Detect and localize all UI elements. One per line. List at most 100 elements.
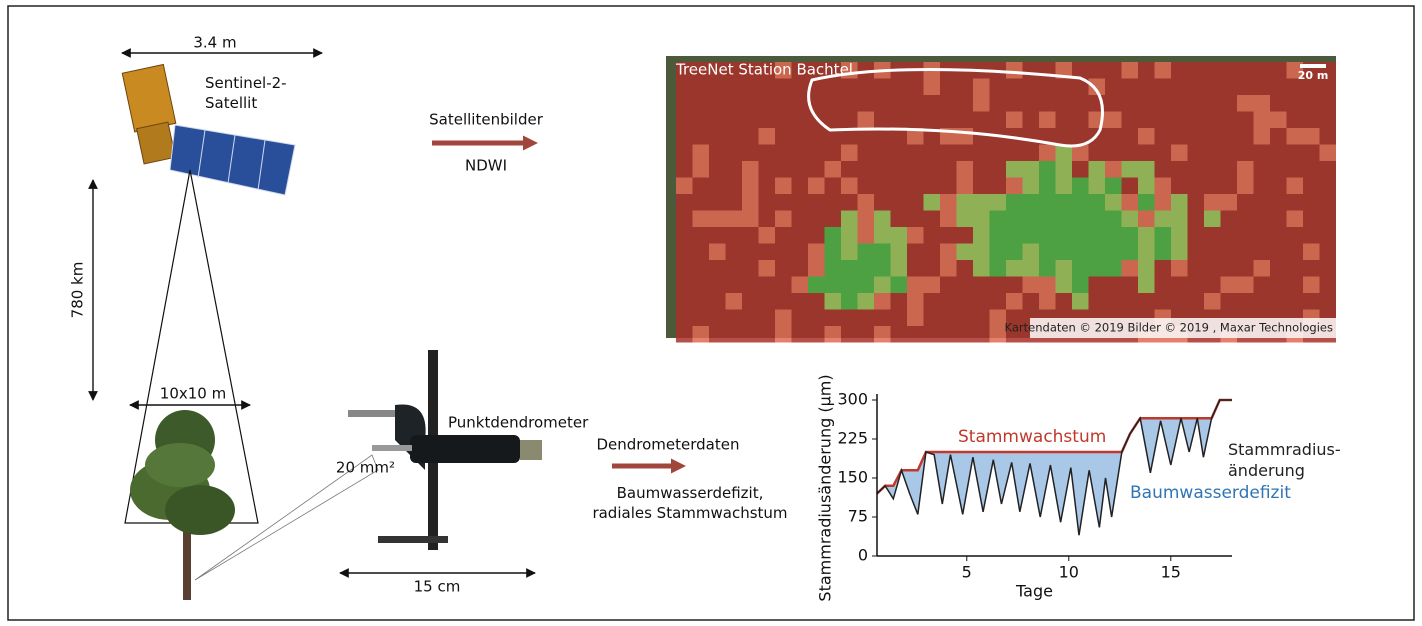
map-cell bbox=[1171, 177, 1188, 194]
map-cell bbox=[1286, 293, 1303, 310]
map-cell bbox=[725, 161, 742, 178]
map-cell bbox=[874, 260, 891, 277]
map-cell bbox=[824, 144, 841, 161]
map-cell bbox=[874, 293, 891, 310]
map-cell bbox=[1088, 227, 1105, 244]
map-cell bbox=[1303, 128, 1320, 145]
map-cell bbox=[725, 276, 742, 293]
map-cell bbox=[725, 210, 742, 227]
x-tick-label: 15 bbox=[1161, 563, 1181, 582]
map-cell bbox=[907, 161, 924, 178]
map-cell bbox=[841, 276, 858, 293]
map-cell bbox=[775, 62, 792, 79]
series-label: Stammwachstum bbox=[958, 427, 1106, 447]
map-cell bbox=[808, 177, 825, 194]
map-cell bbox=[1253, 144, 1270, 161]
map-cell bbox=[824, 243, 841, 260]
map-cell bbox=[989, 276, 1006, 293]
map-cell bbox=[841, 78, 858, 95]
map-cell bbox=[775, 111, 792, 128]
map-cell bbox=[1138, 293, 1155, 310]
map-cell bbox=[940, 78, 957, 95]
map-cell bbox=[923, 111, 940, 128]
map-cell bbox=[989, 161, 1006, 178]
ndwi-map bbox=[666, 56, 1336, 343]
map-cell bbox=[940, 210, 957, 227]
map-cell bbox=[1105, 194, 1122, 211]
map-cell bbox=[1006, 144, 1023, 161]
map-cell bbox=[989, 243, 1006, 260]
map-cell bbox=[1022, 194, 1039, 211]
map-cell bbox=[1138, 128, 1155, 145]
arrow-label: Dendrometerdaten bbox=[596, 436, 739, 454]
map-cell bbox=[841, 177, 858, 194]
map-cell bbox=[907, 210, 924, 227]
map-cell bbox=[989, 111, 1006, 128]
map-cell bbox=[775, 227, 792, 244]
map-cell bbox=[1039, 194, 1056, 211]
map-cell bbox=[775, 210, 792, 227]
map-cell bbox=[940, 276, 957, 293]
map-cell bbox=[1121, 78, 1138, 95]
map-cell bbox=[676, 111, 693, 128]
map-cell bbox=[923, 243, 940, 260]
satellite-icon bbox=[121, 63, 296, 196]
map-cell bbox=[1138, 78, 1155, 95]
map-cell bbox=[709, 161, 726, 178]
map-cell bbox=[1204, 62, 1221, 79]
map-cell bbox=[1253, 78, 1270, 95]
map-cell bbox=[874, 243, 891, 260]
map-cell bbox=[1039, 227, 1056, 244]
map-cell bbox=[1055, 276, 1072, 293]
map-cell bbox=[824, 177, 841, 194]
map-cell bbox=[1319, 293, 1336, 310]
map-cell bbox=[676, 227, 693, 244]
map-cell bbox=[890, 128, 907, 145]
map-cell bbox=[1319, 227, 1336, 244]
map-cell bbox=[692, 194, 709, 211]
width-label: 15 cm bbox=[414, 578, 461, 596]
map-cell bbox=[1171, 128, 1188, 145]
map-cell bbox=[1006, 128, 1023, 145]
map-cell bbox=[1039, 260, 1056, 277]
map-cell bbox=[709, 260, 726, 277]
dendrometer-icon bbox=[348, 350, 542, 550]
map-cell bbox=[973, 78, 990, 95]
map-cell bbox=[923, 194, 940, 211]
map-cell bbox=[1138, 161, 1155, 178]
map-cell bbox=[890, 227, 907, 244]
map-cell bbox=[692, 293, 709, 310]
map-cell bbox=[1006, 210, 1023, 227]
map-cell bbox=[1270, 260, 1287, 277]
y-axis-label: Stammradiusänderung (µm) bbox=[816, 374, 835, 601]
map-cell bbox=[1072, 62, 1089, 79]
map-cell bbox=[1270, 144, 1287, 161]
map-cell bbox=[923, 293, 940, 310]
map-cell bbox=[1237, 293, 1254, 310]
map-cell bbox=[824, 111, 841, 128]
map-cell bbox=[676, 95, 693, 112]
map-cell bbox=[973, 177, 990, 194]
map-cell bbox=[1237, 95, 1254, 112]
map-cell bbox=[923, 128, 940, 145]
map-cell bbox=[1220, 161, 1237, 178]
map-cell bbox=[775, 144, 792, 161]
map-cell bbox=[1270, 161, 1287, 178]
map-cell bbox=[1154, 210, 1171, 227]
map-cell bbox=[791, 62, 808, 79]
map-cell bbox=[1319, 260, 1336, 277]
distance-label: 780 km bbox=[69, 262, 87, 319]
arrow-label: Satellitenbilder bbox=[429, 111, 544, 129]
map-cell bbox=[791, 111, 808, 128]
map-cell bbox=[1220, 144, 1237, 161]
map-cell bbox=[1055, 194, 1072, 211]
y-tick-label: 0 bbox=[858, 546, 868, 565]
map-cell bbox=[808, 260, 825, 277]
map-cell bbox=[973, 293, 990, 310]
series-label: Stammradius-änderung bbox=[1228, 440, 1341, 480]
map-cell bbox=[1303, 276, 1320, 293]
map-cell bbox=[1253, 227, 1270, 244]
map-cell bbox=[1006, 161, 1023, 178]
map-cell bbox=[1204, 144, 1221, 161]
map-cell bbox=[725, 293, 742, 310]
